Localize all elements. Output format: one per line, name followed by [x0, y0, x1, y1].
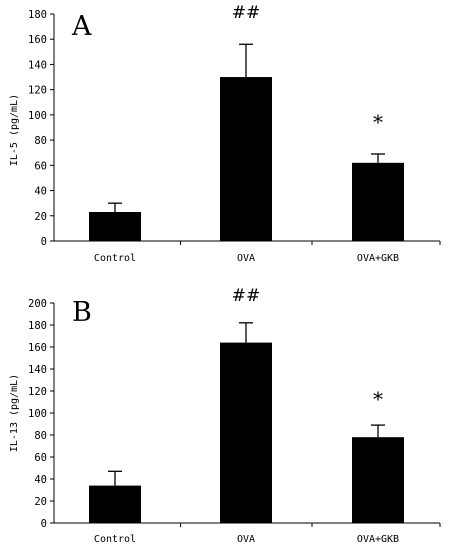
significance-annotation: *	[373, 387, 383, 411]
bar	[220, 342, 272, 523]
y-tick-label: 140	[28, 59, 47, 71]
x-category-label: Control	[94, 253, 136, 264]
bar	[89, 485, 141, 523]
panel-label: A	[71, 11, 92, 42]
bar	[352, 437, 404, 523]
significance-annotation: ##	[232, 286, 261, 306]
y-tick-label: 200	[28, 298, 47, 310]
y-tick-label: 60	[34, 452, 47, 464]
y-tick-label: 180	[28, 320, 47, 332]
x-category-label: OVA	[237, 534, 255, 545]
y-tick-label: 140	[28, 364, 47, 376]
x-category-label: Control	[94, 534, 136, 545]
y-tick-label: 40	[34, 474, 47, 486]
bar	[352, 162, 404, 241]
chart-panel-a: A IL-5 (pg/mL) 0 20 40 60 80 100 120 140 160 180 C…	[9, 3, 441, 264]
y-tick-label: 40	[34, 186, 47, 198]
y-tick-label: 120	[28, 85, 47, 97]
y-tick-label: 80	[34, 430, 47, 442]
x-category-label: OVA+GKB	[357, 534, 399, 545]
y-tick-label: 20	[34, 496, 47, 508]
x-category-label: OVA	[237, 253, 255, 264]
y-axis-title: IL-5 (pg/mL)	[9, 94, 20, 166]
y-tick-label: 0	[41, 236, 47, 248]
y-axis-title: IL-13 (pg/mL)	[9, 374, 20, 452]
y-tick-label: 120	[28, 386, 47, 398]
x-category-label: OVA+GKB	[357, 253, 399, 264]
y-tick-label: 160	[28, 342, 47, 354]
y-tick-label: 180	[28, 9, 47, 21]
y-tick-label: 100	[28, 110, 47, 122]
y-tick-label: 100	[28, 408, 47, 420]
panel-label: B	[72, 297, 92, 328]
y-tick-label: 0	[41, 518, 47, 530]
y-tick-label: 60	[34, 160, 47, 172]
significance-annotation: ##	[232, 3, 261, 23]
y-tick-label: 160	[28, 34, 47, 46]
y-tick-label: 80	[34, 135, 47, 147]
y-tick-label: 20	[34, 211, 47, 223]
chart-panel-b: B IL-13 (pg/mL) 0 20 40 60 80 100 120 140 160 180…	[9, 286, 441, 545]
bar	[220, 77, 272, 241]
significance-annotation: *	[373, 110, 383, 134]
bar	[89, 211, 141, 241]
